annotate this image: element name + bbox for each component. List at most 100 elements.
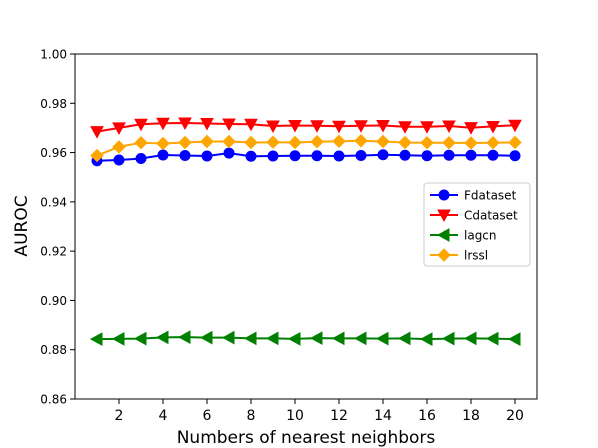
data-point: [156, 136, 170, 151]
data-point: [156, 117, 170, 131]
x-tick-label: 12: [330, 408, 348, 424]
x-tick-label: 18: [462, 408, 480, 424]
data-point: [222, 134, 236, 149]
data-point: [398, 121, 412, 134]
data-point: [421, 150, 433, 162]
legend-item: lagcn: [430, 228, 497, 243]
data-point: [287, 332, 301, 346]
data-point: [464, 136, 478, 150]
data-point: [376, 119, 390, 133]
legend: Fdataset Cdataset lagcn lrssl: [423, 182, 531, 267]
data-point: [221, 330, 235, 345]
data-point: [309, 331, 323, 345]
data-point: [135, 152, 147, 164]
x-tick-label: 10: [286, 408, 304, 424]
data-point: [201, 150, 213, 162]
y-tick-label: 1.00: [40, 48, 67, 62]
data-point: [377, 149, 389, 161]
x-axis-label: Numbers of nearest neighbors: [177, 428, 436, 448]
data-point: [485, 331, 499, 346]
data-point: [399, 149, 411, 161]
x-tick-label: 4: [159, 408, 168, 424]
y-tick-label: 0.86: [40, 393, 67, 407]
legend-box: [423, 182, 531, 267]
data-point: [486, 120, 500, 134]
data-point: [354, 134, 368, 148]
data-point: [441, 331, 455, 346]
data-point: [398, 135, 412, 150]
y-axis-label: AUROC: [12, 195, 32, 256]
x-tick-label: 14: [374, 408, 392, 424]
data-marks: [89, 117, 522, 346]
data-point: [155, 330, 169, 345]
y-tick-label: 0.98: [40, 97, 67, 111]
y-tick-label: 0.92: [40, 245, 67, 259]
data-point: [419, 332, 433, 346]
data-point: [111, 332, 125, 346]
data-point: [333, 150, 345, 162]
data-point: [112, 140, 126, 154]
y-tick-label: 0.94: [40, 195, 67, 209]
data-point: [332, 134, 346, 148]
data-point: [355, 150, 367, 162]
data-point: [311, 150, 323, 162]
legend-marker: [438, 189, 450, 201]
data-point: [178, 117, 192, 131]
data-point: [375, 331, 389, 346]
data-point: [509, 150, 521, 162]
data-point: [157, 149, 169, 161]
axes: 2 4 6 8 10 12 14 16 18 20 0.86 0.88 0.90 0.92 0.94 0.96…: [40, 48, 524, 425]
data-point: [486, 136, 500, 150]
y-tick-label: 0.90: [40, 294, 67, 308]
data-point: [89, 332, 103, 346]
data-point: [90, 126, 104, 139]
data-point: [200, 117, 214, 131]
data-point: [465, 149, 477, 161]
data-point: [199, 330, 213, 345]
data-point: [90, 148, 104, 163]
legend-item: Cdataset: [430, 209, 518, 223]
data-point: [289, 150, 301, 162]
data-point: [112, 122, 126, 135]
data-point: [113, 154, 125, 166]
y-tick-label: 0.96: [40, 146, 67, 160]
data-point: [464, 122, 478, 135]
data-point: [376, 134, 390, 149]
series-lagcn: [89, 330, 521, 346]
data-point: [265, 331, 279, 346]
data-point: [442, 136, 456, 150]
data-point: [508, 135, 522, 150]
data-point: [245, 150, 257, 162]
data-point: [397, 331, 411, 346]
data-point: [331, 331, 345, 346]
data-point: [134, 118, 148, 132]
data-point: [179, 150, 191, 162]
data-point: [243, 331, 257, 346]
legend-item: lrssl: [430, 248, 488, 263]
legend-marker: [437, 209, 451, 223]
legend-item: Fdataset: [430, 189, 517, 203]
data-point: [134, 136, 148, 150]
data-point: [222, 118, 236, 132]
legend-label: lagcn: [464, 229, 497, 243]
data-point: [354, 120, 368, 133]
x-tick-label: 16: [418, 408, 436, 424]
data-point: [332, 120, 346, 134]
data-point: [487, 149, 499, 161]
legend-label: Cdataset: [464, 209, 518, 223]
data-point: [463, 331, 477, 346]
legend-label: lrssl: [464, 249, 488, 263]
data-point: [353, 331, 367, 346]
data-point: [200, 134, 214, 149]
data-point: [178, 135, 192, 150]
series-lrssl: [90, 134, 522, 163]
data-point: [442, 120, 456, 134]
data-point: [133, 331, 147, 346]
x-tick-label: 20: [506, 408, 524, 424]
data-point: [223, 147, 235, 159]
data-point: [266, 120, 280, 134]
legend-label: Fdataset: [464, 189, 517, 203]
legend-marker: [437, 248, 451, 262]
data-point: [288, 135, 302, 150]
